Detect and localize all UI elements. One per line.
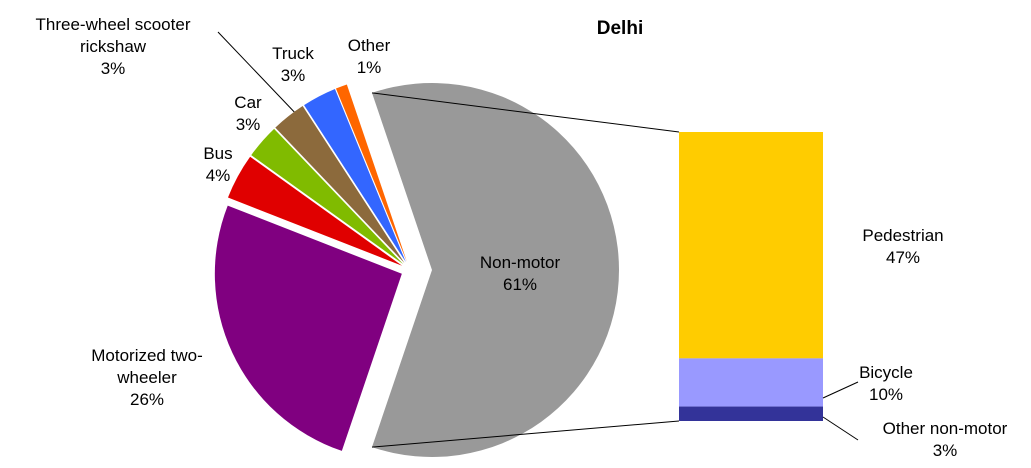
label-value: 3%	[100, 59, 126, 78]
bar-label: Pedestrian 47%	[833, 225, 973, 269]
pie-slice	[335, 84, 407, 262]
bar-segment	[679, 358, 823, 407]
connector-line	[371, 420, 680, 448]
label-name: Car	[234, 93, 262, 112]
label-value: 3%	[932, 441, 958, 460]
label-value: 61%	[502, 275, 538, 294]
pie-slice	[372, 83, 619, 458]
label-name: Other non-motor	[882, 419, 1008, 438]
label-name: Bus	[203, 144, 233, 163]
pie-slice	[275, 106, 405, 263]
label-name: Pedestrian	[862, 226, 944, 245]
label-name: Truck	[272, 44, 314, 63]
leader-line	[217, 31, 301, 119]
bar-label: Bicycle 10%	[826, 362, 946, 406]
bar-segment	[679, 132, 823, 359]
label-name: Three-wheel scooter rickshaw	[35, 15, 191, 56]
pie-label: Bus 4%	[188, 143, 248, 187]
pie-label: Car 3%	[218, 92, 278, 136]
pie-label: Other 1%	[334, 35, 404, 79]
label-name: Other	[347, 36, 391, 55]
bar-label: Other non-motor 3%	[850, 418, 1031, 462]
pie-label: Motorized two-wheeler 26%	[82, 345, 212, 411]
label-value: 4%	[205, 166, 231, 185]
label-name: Bicycle	[859, 363, 913, 382]
pie-label: Truck 3%	[258, 43, 328, 87]
label-name: Non-motor	[479, 253, 561, 272]
pie-slice	[227, 156, 403, 266]
label-value: 1%	[356, 58, 382, 77]
label-value: 3%	[280, 66, 306, 85]
pie-slice	[251, 128, 404, 265]
label-name: Motorized two-wheeler	[91, 346, 203, 387]
pie-label: Non-motor 61%	[460, 252, 580, 296]
label-value: 47%	[885, 248, 921, 267]
label-value: 26%	[129, 390, 165, 409]
leader-line	[822, 416, 859, 441]
pie-slice	[304, 88, 406, 263]
leader-line	[822, 381, 859, 399]
connector-line	[371, 92, 680, 133]
label-value: 10%	[868, 385, 904, 404]
pie-label: Three-wheel scooter rickshaw 3%	[3, 14, 223, 80]
chart-title: Delhi	[596, 18, 644, 39]
label-value: 3%	[235, 115, 261, 134]
pie-slice	[214, 205, 402, 451]
bar-segment	[679, 406, 823, 421]
